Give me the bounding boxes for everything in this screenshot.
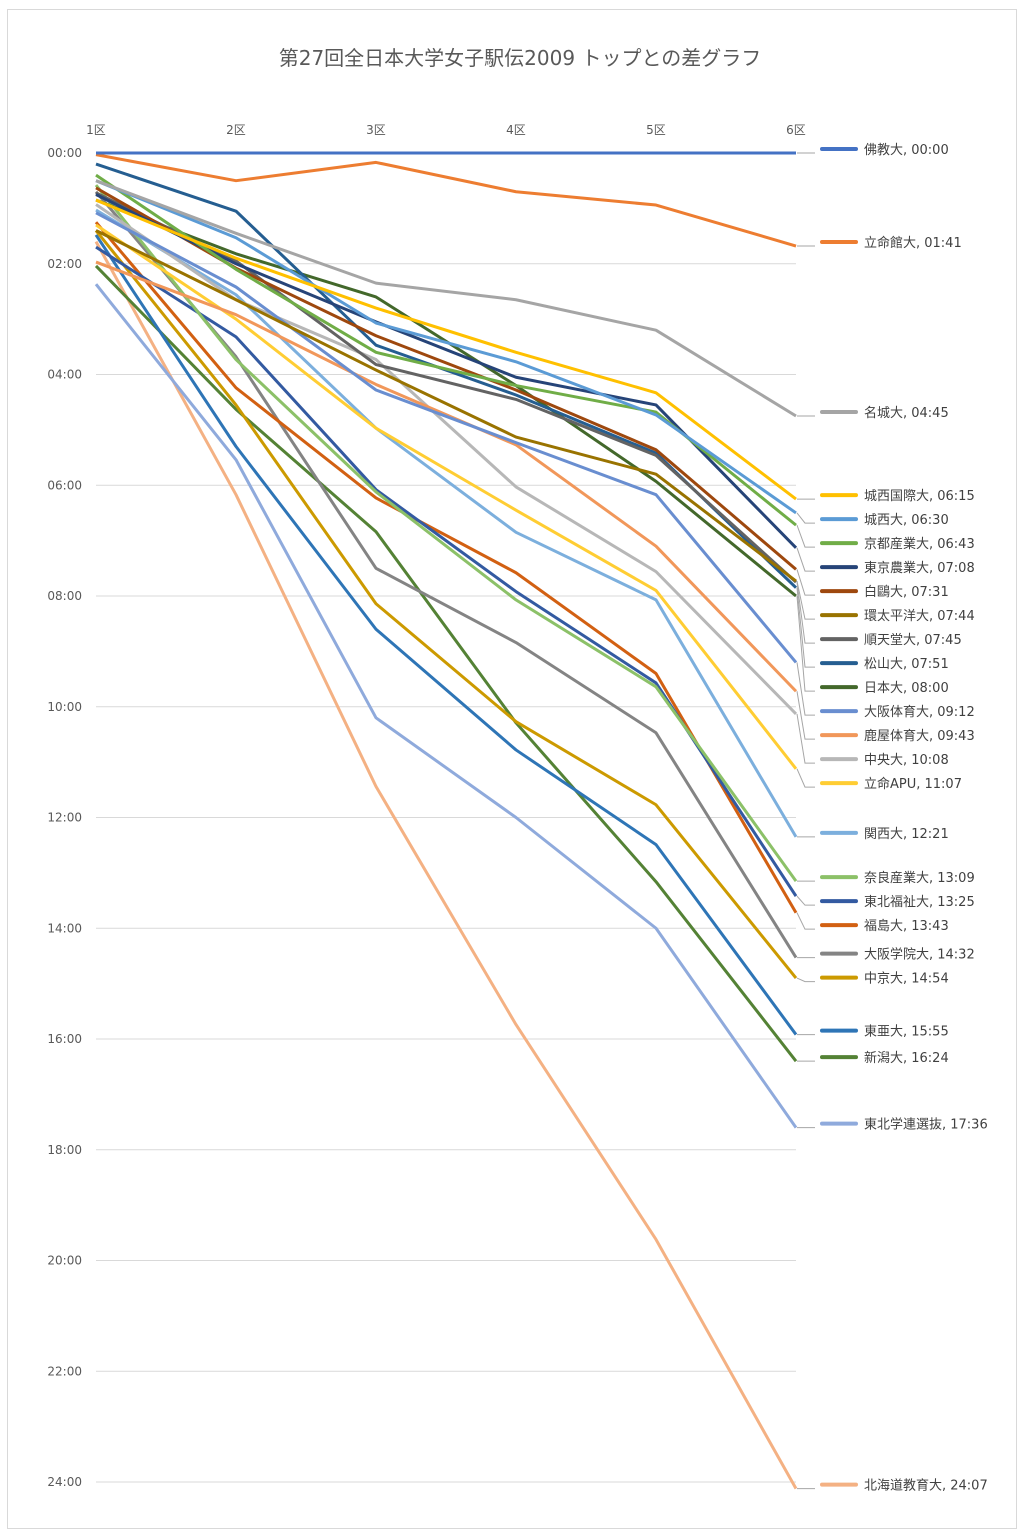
x-tick-label: 3区 [366,123,386,137]
data-label: 立命館大, 01:41 [864,235,962,251]
leader-line [796,595,815,692]
series-line [95,179,797,418]
data-label: 城西国際大, 06:15 [864,489,975,504]
series-line [95,211,798,664]
leader-line [796,580,815,620]
data-label: 順天堂大, 07:45 [864,633,962,648]
leader-line [796,895,815,906]
data-label: 東北学連選抜, 17:36 [864,1117,988,1133]
data-label: 日本大, 08:00 [864,681,949,696]
chart-title: 第27回全日本大学女子駅伝2009 トップとの差グラフ [278,46,762,70]
leader-line [796,587,815,668]
data-label: 東京農業大, 07:08 [864,560,975,576]
series-line [95,260,798,693]
y-tick-label: 02:00 [47,257,82,271]
leader-line [796,547,815,572]
data-label: 東北福祉大, 13:25 [864,894,975,910]
y-tick-label: 22:00 [47,1364,82,1378]
x-tick-label: 5区 [646,123,666,137]
y-tick-label: 08:00 [47,589,82,603]
data-label: 城西大, 06:30 [864,513,949,528]
leader-line [796,977,815,983]
series-line [94,190,798,959]
y-tick-label: 04:00 [47,368,82,382]
x-tick-label: 2区 [226,123,246,137]
series-line [94,229,798,980]
y-tick-label: 20:00 [47,1254,82,1268]
series-line [94,283,798,1129]
series-line [95,223,798,770]
data-label: 中央大, 10:08 [864,753,949,768]
leader-line [796,713,815,764]
y-tick-label: 10:00 [47,700,82,714]
data-label: 立命APU, 11:07 [864,776,962,792]
series-line [95,179,797,515]
data-label: 京都産業大, 06:43 [864,536,975,552]
leader-line [796,912,815,930]
series-line [95,198,797,501]
data-label: 大阪学院大, 14:32 [864,947,975,963]
series-line [95,208,798,838]
x-tick-label: 4区 [506,123,526,137]
series-line [95,162,798,589]
y-tick-label: 16:00 [47,1032,82,1046]
series-line [95,203,798,716]
leader-line [796,691,815,740]
leader-line [796,569,815,596]
series-line [94,184,798,883]
leader-line [796,768,815,788]
series-line [95,229,797,583]
data-label: 鹿屋体育大, 09:43 [864,728,975,744]
leader-line [796,512,815,524]
series-line [95,191,798,584]
leader-line [796,524,815,548]
data-label: 佛教大, 00:00 [864,142,949,158]
leader-line [796,662,815,716]
chart-frame [7,9,1017,1529]
data-label: 福島大, 13:43 [864,919,949,934]
series-line [94,240,798,1490]
y-tick-label: 14:00 [47,921,82,935]
series-line [94,234,798,1036]
data-label: 中京大, 14:54 [864,972,949,987]
data-label: 北海道教育大, 24:07 [864,1478,988,1494]
y-tick-label: 24:00 [47,1475,82,1489]
data-label: 東亜大, 15:55 [864,1024,949,1040]
series-line [94,264,798,1063]
data-label: 奈良産業大, 13:09 [864,870,975,886]
series-line [94,221,798,914]
y-tick-label: 06:00 [47,478,82,492]
data-label: 大阪体育大, 09:12 [864,704,975,720]
data-label: 新潟大, 16:24 [864,1050,949,1066]
leader-line [796,582,815,644]
data-label: 松山大, 07:51 [864,657,949,672]
data-label: 白鷗大, 07:31 [864,584,949,600]
y-tick-label: 18:00 [47,1143,82,1157]
data-label: 名城大, 04:45 [864,405,949,421]
series-line [95,153,797,248]
x-tick-label: 6区 [786,123,806,137]
data-label: 関西大, 12:21 [864,827,949,842]
y-tick-label: 00:00 [47,146,82,160]
data-label: 環太平洋大, 07:44 [864,609,975,624]
y-tick-label: 12:00 [47,811,82,825]
x-tick-label: 1区 [86,123,106,137]
